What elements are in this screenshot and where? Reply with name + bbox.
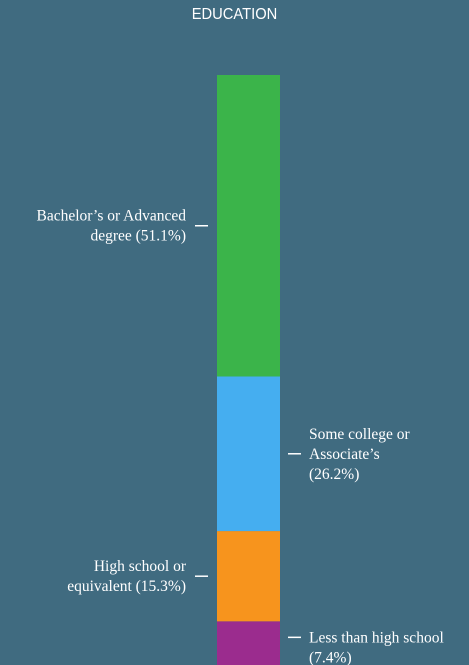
segment-label-some-college-or-associate-s: Some college or Associate’s (26.2%) xyxy=(309,426,411,483)
chart-title: EDUCATION xyxy=(191,6,278,23)
bar-segment-less-than-high-school xyxy=(217,621,280,665)
segment-label-high-school-or-equivalent: High school or equivalent (15.3%) xyxy=(67,558,187,595)
bar-segment-high-school-or-equivalent xyxy=(217,531,280,622)
bar-segment-bachelor-s-or-advanced-degree xyxy=(217,75,280,377)
segment-label-bachelor-s-or-advanced-degree: Bachelor’s or Advanced degree (51.1%) xyxy=(37,208,187,245)
bar-segment-some-college-or-associate-s xyxy=(217,376,280,532)
segment-label-less-than-high-school: Less than high school (7.4%) xyxy=(309,629,444,665)
